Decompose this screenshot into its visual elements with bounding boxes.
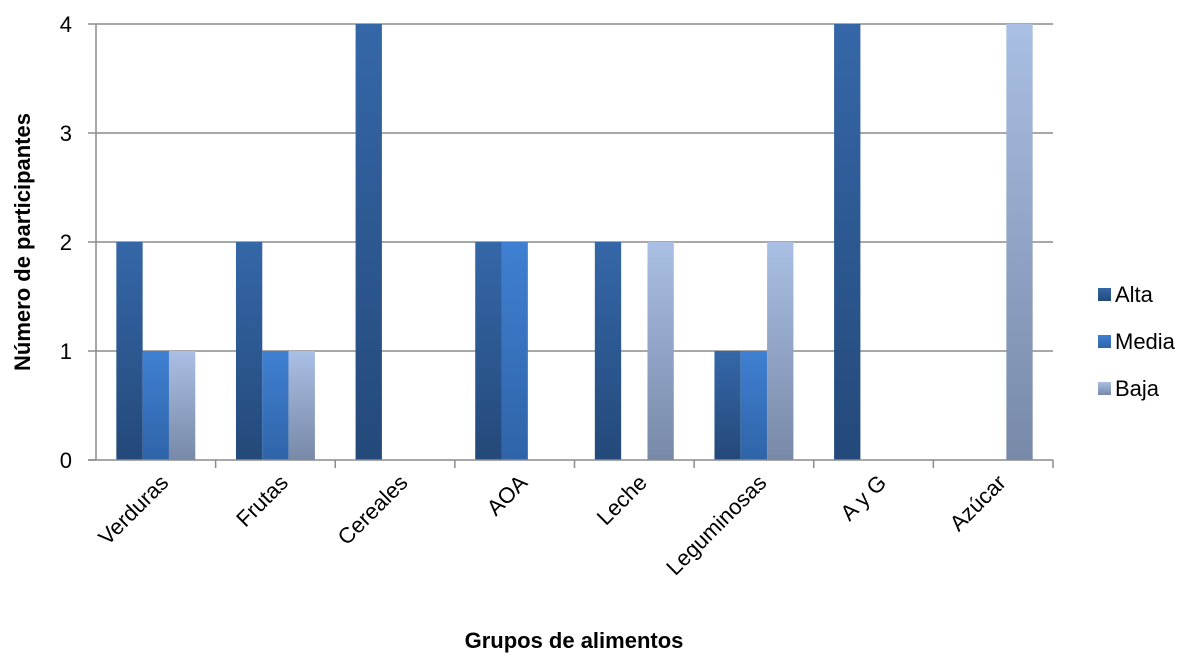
bar-alta-3 — [475, 242, 502, 460]
bar-alta-6 — [834, 24, 861, 460]
y-tick-label: 3 — [60, 121, 72, 146]
x-category-label: Cereales — [333, 470, 413, 550]
bar-baja-1 — [288, 351, 315, 460]
bar-alta-2 — [355, 24, 382, 460]
bar-baja-7 — [1006, 24, 1033, 460]
bar-baja-0 — [168, 351, 196, 460]
bars — [116, 24, 1033, 460]
legend-label-alta: Alta — [1115, 282, 1154, 307]
legend: Alta Media Baja — [1098, 282, 1176, 401]
axes — [88, 23, 1054, 468]
y-tick-label: 2 — [60, 230, 72, 255]
y-tick-label: 0 — [60, 448, 72, 473]
x-category-labels: Verduras Frutas Cereales AOA Leche Leguminosa… — [93, 470, 1010, 580]
bar-media-3 — [501, 242, 528, 460]
x-category-label: A y G — [835, 470, 891, 526]
bar-alta-5 — [714, 351, 741, 460]
y-tick-labels: 0 1 2 3 4 — [60, 12, 72, 473]
bar-media-5 — [740, 351, 768, 460]
bar-media-1 — [262, 351, 289, 460]
x-axis-title: Grupos de alimentos — [465, 628, 684, 653]
x-category-label: Verduras — [93, 470, 173, 550]
legend-swatch-media — [1098, 335, 1111, 348]
y-tick-label: 4 — [60, 12, 72, 37]
bar-baja-4 — [647, 242, 674, 460]
x-category-label: Leche — [592, 470, 652, 530]
bar-alta-0 — [116, 242, 143, 460]
legend-swatch-alta — [1098, 288, 1111, 301]
bar-alta-1 — [235, 242, 263, 460]
x-category-label: Azúcar — [945, 470, 1011, 536]
x-category-label: AOA — [482, 470, 533, 521]
legend-swatch-baja — [1098, 382, 1111, 395]
bar-alta-4 — [594, 242, 622, 460]
y-tick-label: 1 — [60, 339, 72, 364]
bar-baja-5 — [767, 242, 794, 460]
x-category-label: Leguminosas — [661, 470, 771, 580]
legend-label-media: Media — [1115, 329, 1176, 354]
x-category-label: Frutas — [231, 470, 293, 532]
bar-media-0 — [142, 351, 169, 460]
legend-label-baja: Baja — [1115, 376, 1160, 401]
y-axis-title: Número de participantes — [10, 113, 35, 371]
